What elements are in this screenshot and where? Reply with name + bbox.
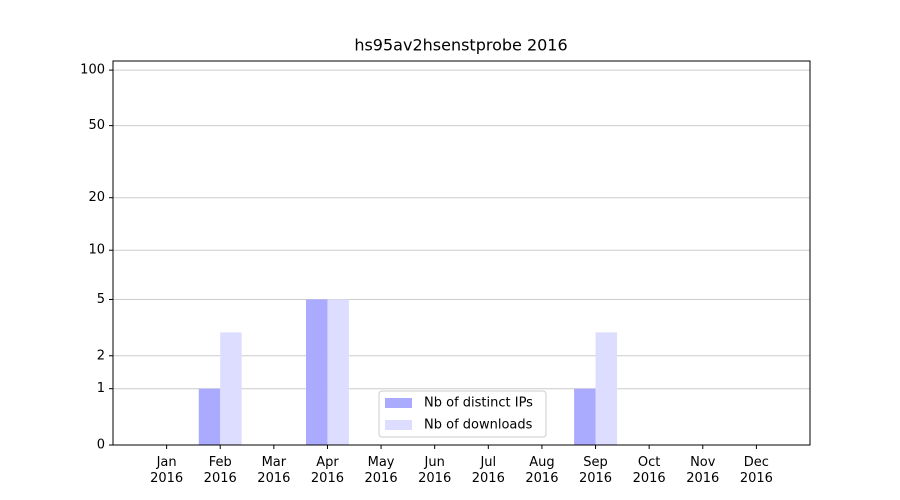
y-tick-label: 50 bbox=[88, 118, 105, 133]
bar bbox=[327, 299, 349, 445]
chart-title: hs95av2hsenstprobe 2016 bbox=[354, 36, 567, 55]
bar bbox=[198, 388, 221, 445]
x-tick-label: Oct 2016 bbox=[633, 455, 666, 486]
x-tick-label: Apr 2016 bbox=[311, 455, 344, 486]
legend-label: Nb of distinct IPs bbox=[424, 396, 533, 411]
bar bbox=[306, 299, 328, 445]
y-tick-label: 0 bbox=[97, 438, 105, 453]
y-tick-label: 100 bbox=[80, 63, 105, 78]
bar bbox=[220, 332, 242, 445]
x-tick-label: Dec 2016 bbox=[740, 455, 773, 486]
plot-frame bbox=[112, 60, 811, 446]
legend-swatch bbox=[385, 420, 412, 430]
x-tick-label: Mar 2016 bbox=[257, 455, 290, 486]
y-tick-label: 2 bbox=[97, 348, 105, 363]
legend-label: Nb of downloads bbox=[424, 418, 533, 433]
bar bbox=[574, 388, 596, 445]
y-tick-label: 1 bbox=[97, 381, 105, 396]
x-tick-label: Jul 2016 bbox=[472, 455, 505, 486]
x-tick-label: Jan 2016 bbox=[150, 455, 183, 486]
x-tick-label: May 2016 bbox=[365, 455, 398, 486]
x-tick-label: Sep 2016 bbox=[579, 455, 612, 486]
x-tick-label: Nov 2016 bbox=[686, 455, 719, 486]
x-tick-label: Feb 2016 bbox=[204, 455, 237, 486]
bar bbox=[595, 332, 617, 445]
x-tick-label: Jun 2016 bbox=[418, 455, 451, 486]
legend: Nb of distinct IPs Nb of downloads bbox=[378, 390, 547, 438]
y-tick-label: 20 bbox=[88, 190, 105, 205]
legend-frame bbox=[378, 390, 547, 438]
y-tick-label: 5 bbox=[97, 292, 105, 307]
legend-swatch bbox=[385, 398, 412, 408]
x-tick-label: Aug 2016 bbox=[525, 455, 558, 486]
y-tick-label: 10 bbox=[88, 243, 105, 258]
